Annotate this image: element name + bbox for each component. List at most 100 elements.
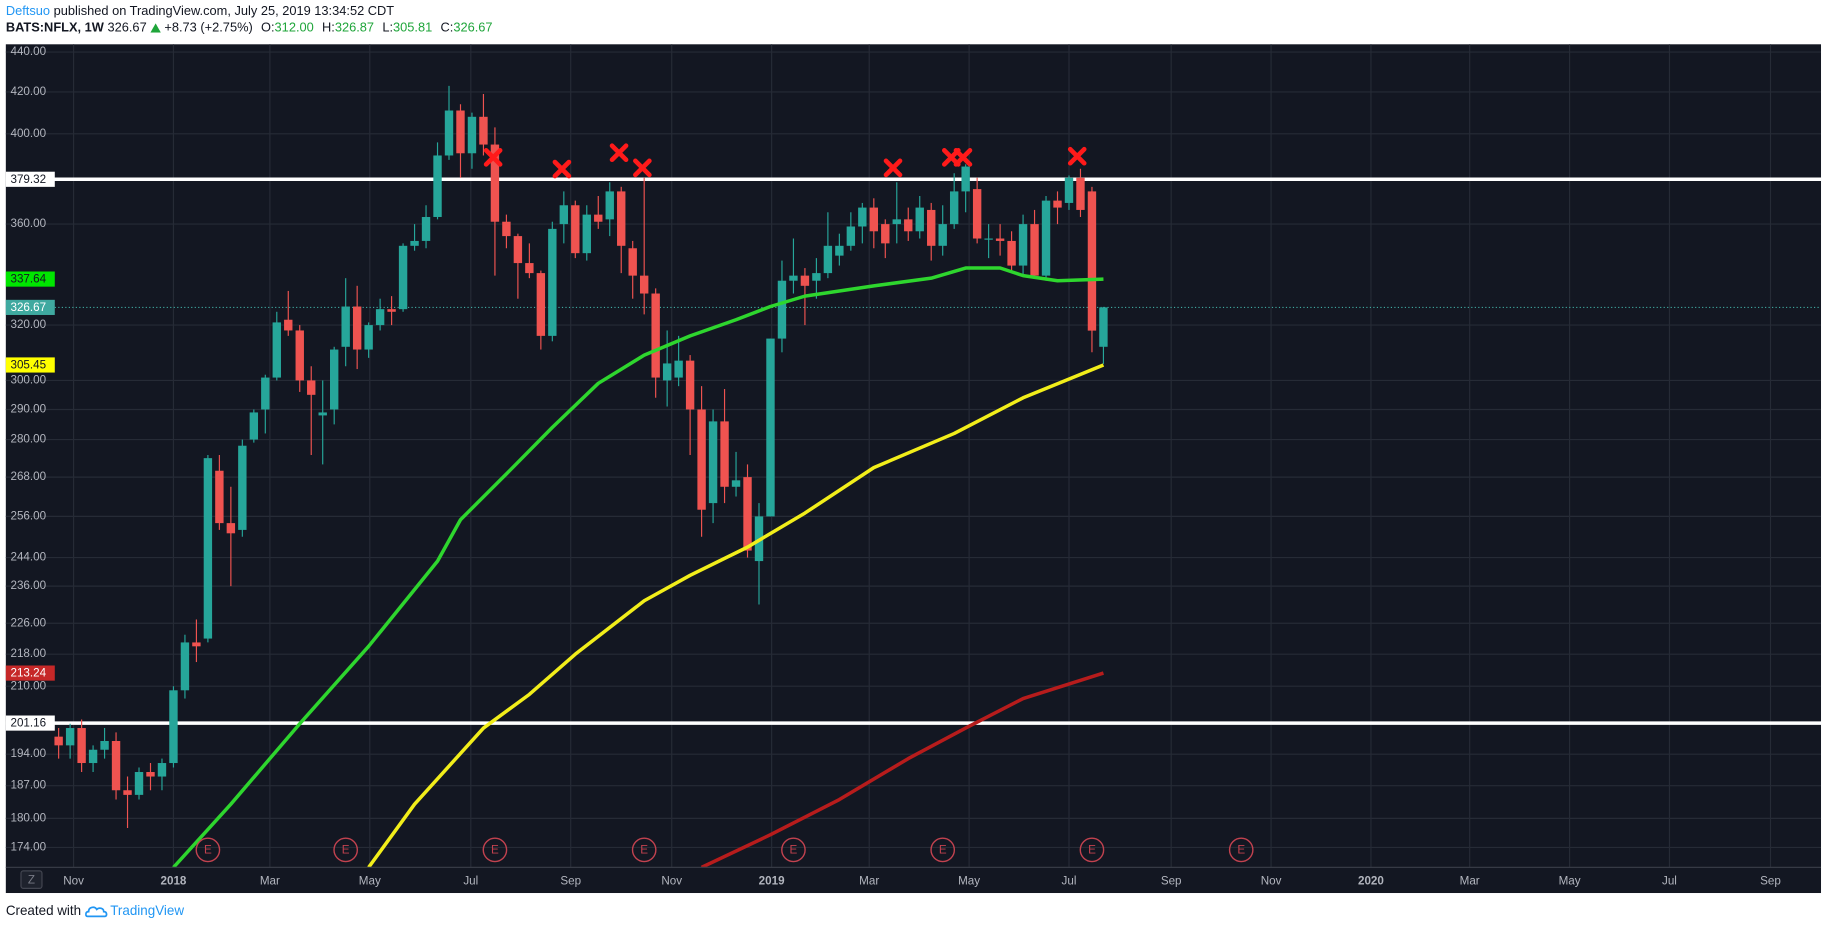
candle-body (249, 412, 259, 440)
candle-body (169, 690, 178, 764)
candle-body (720, 421, 729, 487)
earnings-marker (1228, 837, 1254, 863)
earnings-marker (333, 837, 359, 863)
candle-body (479, 116, 488, 145)
candle-body (984, 238, 993, 240)
y-tick-label: 300.00 (10, 373, 46, 386)
candle-body (318, 412, 327, 416)
cross-marker (1067, 146, 1087, 166)
cross-marker (483, 148, 503, 167)
price-label: 305.45 (10, 359, 46, 372)
candle-body (858, 207, 867, 227)
candle-body (743, 477, 752, 551)
candle-body (123, 790, 132, 795)
candle-body (972, 189, 982, 239)
x-tick-label: Nov (63, 874, 84, 887)
x-tick-label: Jul (463, 874, 478, 887)
earnings-label: E (1237, 844, 1245, 857)
candle-body (559, 205, 569, 225)
candle-body (502, 221, 511, 237)
y-tick-label: 400.00 (10, 127, 46, 140)
candle-body (525, 263, 534, 274)
chart: 174.00 180.00 187.00 194.00 210.00 218.00 226.… (5, 44, 1822, 894)
candle-body (1053, 200, 1062, 208)
y-tick-label: 174.00 (10, 841, 46, 854)
cross-marker (953, 148, 973, 167)
zoom-button-label[interactable]: Z (28, 873, 35, 886)
candle-body (226, 523, 236, 534)
candle-body (892, 219, 901, 225)
candle-body (284, 319, 293, 331)
candle-body (708, 421, 718, 504)
earnings-marker (781, 837, 806, 863)
earnings-label: E (939, 844, 947, 857)
candle-body (192, 642, 201, 647)
candle-body (777, 280, 787, 339)
ohlc-key: L: (382, 20, 394, 35)
y-tick-label: 420.00 (10, 85, 46, 98)
candle-body (410, 240, 419, 246)
candle-body (846, 226, 856, 246)
y-tick-label: 268.00 (10, 470, 46, 483)
candle-body (215, 470, 224, 524)
candle-body (238, 445, 247, 530)
candle-body (1076, 177, 1085, 210)
x-tick-label: 2018 (161, 874, 187, 887)
earnings-label: E (491, 844, 499, 857)
price-label-box (5, 665, 55, 681)
candle-body (307, 380, 316, 395)
candle-body (1007, 240, 1016, 266)
candle-body (685, 360, 695, 410)
candle-body (812, 273, 821, 281)
zoom-button[interactable] (20, 870, 43, 889)
candle-body (869, 207, 879, 232)
candle-body (961, 166, 970, 192)
candle-body (536, 273, 546, 336)
author[interactable]: Deftsuo (5, 4, 51, 19)
cross-marker (609, 143, 629, 163)
candle-body (766, 338, 775, 517)
axes: 174.00 180.00 187.00 194.00 210.00 218.00 226.… (5, 45, 1781, 887)
footer-text: Created with (5, 904, 82, 919)
cross-marker (552, 159, 572, 179)
candle-body (823, 245, 833, 274)
brand[interactable]: TradingView (110, 904, 185, 919)
candle-body (938, 224, 947, 246)
y-tick-label: 290.00 (10, 403, 46, 416)
candle-body (594, 214, 603, 222)
candle-body (915, 207, 924, 232)
ohlc-value: 326.67 (453, 20, 493, 35)
annotations (483, 143, 1087, 179)
earnings-label: E (342, 844, 350, 857)
candle-body (203, 458, 213, 639)
y-tick-label: 244.00 (10, 551, 46, 564)
candle-body (398, 245, 408, 310)
candle-body (54, 736, 63, 746)
earnings-marker (1079, 837, 1105, 863)
x-tick-label: Sep (1760, 874, 1781, 887)
y-tick-label: 194.00 (10, 747, 46, 760)
earnings-marker (482, 837, 508, 863)
y-tick-label: 320.00 (10, 318, 46, 331)
candle-body (927, 209, 936, 246)
candle-body (341, 306, 350, 347)
candle-body (352, 306, 362, 350)
header-line: BATS:NFLX, 1W 326.67 +8.73 (+2.75%) O:31… (6, 21, 496, 35)
candle-body (904, 219, 913, 232)
ohlc-key: H: (322, 20, 335, 35)
y-tick-label: 180.00 (10, 811, 46, 824)
y-tick-label: 226.00 (10, 616, 46, 629)
candle-body (548, 228, 557, 336)
candle-body (375, 309, 385, 326)
x-tick-label: Nov (1261, 874, 1282, 887)
footer: Created with TradingView (6, 905, 184, 919)
candle-body (789, 275, 798, 281)
candle-body (272, 322, 281, 378)
chart-background (5, 44, 1822, 894)
y-tick-label: 256.00 (10, 509, 46, 522)
candle-body (697, 409, 706, 510)
candle-body (949, 191, 959, 225)
candle-body (111, 740, 121, 791)
earnings-label: E (790, 844, 798, 857)
